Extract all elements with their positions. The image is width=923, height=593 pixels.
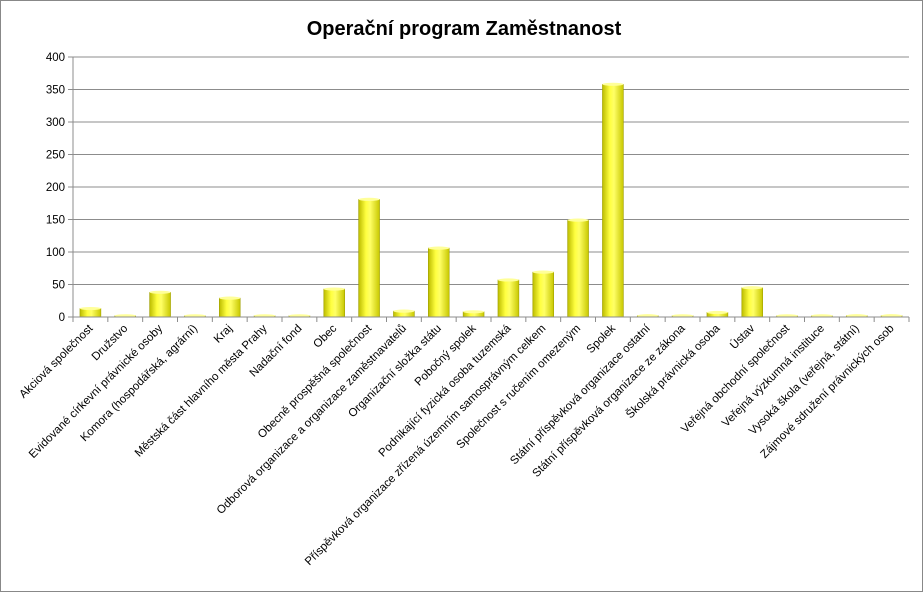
x-category-label: Obec [311,322,339,350]
bar-cap [323,287,345,291]
bar-cap [497,278,519,282]
x-category-label: Akciová společnost [17,322,96,401]
bar-cap [567,218,589,222]
bar [219,297,241,318]
bar [427,247,450,318]
y-tick-label: 250 [46,150,65,162]
x-category-label: Kraj [212,323,235,346]
bar-cap [149,290,171,294]
bar [532,271,554,318]
bar [149,291,171,318]
y-axis: 0 50 100 150 200 250 300 350 400 [46,52,74,324]
bar-cap [358,197,380,201]
x-category-label: Městská část hlavního města Prahy [133,322,270,459]
bar-cap [741,286,763,290]
y-tick-label: 400 [46,52,65,64]
bar-cap [219,296,241,300]
bar [323,288,345,318]
chart-title: Operační program Zaměstnanost [307,18,622,40]
bar [602,84,624,318]
y-tick-label: 150 [46,215,65,227]
bar-cap [79,306,101,311]
y-tick-label: 50 [52,280,65,292]
y-tick-label: 300 [46,117,65,129]
x-category-label: Spolek [585,322,619,356]
x-category-label: Pobočný spolek [413,322,479,388]
bar-cap [532,270,554,274]
y-tick-label: 0 [59,312,65,324]
y-tick-label: 200 [46,182,65,194]
bar-cap [428,246,450,250]
x-category-label: Ústav [727,322,757,352]
bar [358,199,380,318]
y-tick-label: 100 [46,247,65,259]
bars [79,82,903,318]
bar-cap [706,310,728,315]
bar [741,287,763,318]
bar-cap [602,82,624,86]
bar [497,279,520,318]
gridlines [73,56,909,318]
y-tick-label: 350 [46,85,65,97]
bar-cap [463,310,485,314]
bar [567,219,589,318]
bar-cap [393,309,415,313]
x-category-label: Společnost s ručením omezeným [454,323,583,452]
